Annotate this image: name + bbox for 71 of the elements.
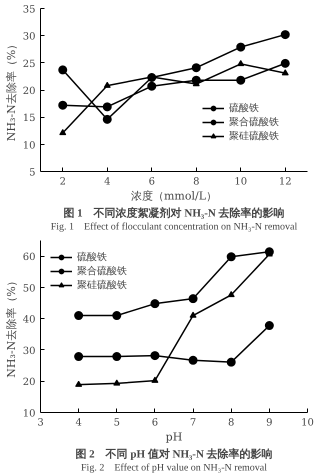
y-tick-label: 10	[22, 140, 36, 152]
point	[74, 352, 84, 362]
x-tick-label: 8	[193, 176, 200, 188]
point	[59, 128, 66, 136]
x-tick-label: 4	[75, 418, 82, 428]
caption: Fig. 1 Effect of flocculant concentration on NH₃-N removal	[50, 222, 298, 232]
point	[226, 358, 236, 367]
x-tick-label: 4	[104, 176, 110, 188]
point	[147, 82, 156, 91]
y-tick-label: 25	[22, 58, 36, 70]
legend-label: 聚合硫酸铁	[229, 116, 279, 129]
x-tick-label: 7	[190, 418, 196, 428]
caption: 图 1 不同浓度絮凝剂对 NH₃-N 去除率的影响	[63, 206, 285, 220]
x-tick-label: 9	[266, 418, 273, 428]
point	[74, 311, 84, 320]
point	[104, 82, 111, 88]
x-tick-label: 8	[228, 418, 234, 428]
x-tick-label: 5	[114, 418, 120, 428]
legend-label: 硫酸铁	[229, 102, 259, 115]
point	[113, 379, 120, 386]
y-tick-label: 50	[22, 283, 36, 294]
point	[151, 376, 158, 383]
point	[228, 290, 235, 298]
x-axis-title: pH	[166, 430, 182, 444]
y-tick-label: 40	[22, 314, 36, 326]
y-tick-label: 60	[22, 252, 36, 264]
point	[237, 60, 244, 66]
y-tick-label: 10	[22, 408, 36, 420]
point	[264, 321, 274, 330]
point	[150, 351, 160, 360]
point	[280, 30, 290, 40]
legend-label: 聚硅硫酸铁	[229, 130, 279, 143]
x-tick-label: 6	[152, 418, 158, 428]
point	[280, 58, 290, 68]
y-tick-label: 20	[22, 377, 36, 388]
point	[150, 299, 160, 308]
legend-label: 聚合硫酸铁	[77, 264, 127, 278]
x-tick-label: 10	[301, 418, 314, 428]
point	[236, 42, 246, 52]
point	[112, 352, 122, 362]
point	[226, 252, 236, 262]
y-tick-label: 30	[22, 32, 36, 43]
legend-label: 硫酸铁	[77, 250, 107, 264]
point	[75, 380, 82, 387]
caption: 图 2 不同 pH 值对 NH₃-N 去除率的影响	[75, 448, 273, 460]
point	[282, 69, 289, 76]
x-tick-label: 12	[278, 176, 292, 188]
point	[188, 294, 198, 304]
point	[112, 311, 122, 320]
y-tick-label: 15	[22, 113, 36, 124]
y-axis-title: NH₃-N去除率（%）	[4, 275, 18, 378]
x-tick-label: 10	[234, 176, 248, 188]
point	[58, 100, 68, 110]
x-tick-label: 2	[60, 176, 66, 188]
y-tick-label: 5	[29, 168, 36, 178]
point	[102, 114, 112, 124]
y-axis-title: NH₃-N去除率（%）	[4, 38, 18, 142]
point	[188, 356, 198, 365]
x-tick-label: 3	[37, 418, 44, 428]
point	[190, 312, 197, 318]
caption: Fig. 2 Effect of pH value on NH₃-N removal	[80, 462, 268, 473]
y-tick-label: 20	[22, 86, 36, 97]
point	[192, 63, 201, 72]
y-tick-label: 35	[22, 4, 36, 16]
legend-label: 聚硅硫酸铁	[77, 278, 127, 292]
point	[102, 102, 112, 112]
y-tick-label: 30	[22, 346, 36, 357]
point	[236, 76, 246, 85]
x-axis-title: 浓度（mmol/L）	[130, 190, 218, 202]
point	[58, 65, 68, 74]
x-tick-label: 6	[148, 176, 155, 188]
